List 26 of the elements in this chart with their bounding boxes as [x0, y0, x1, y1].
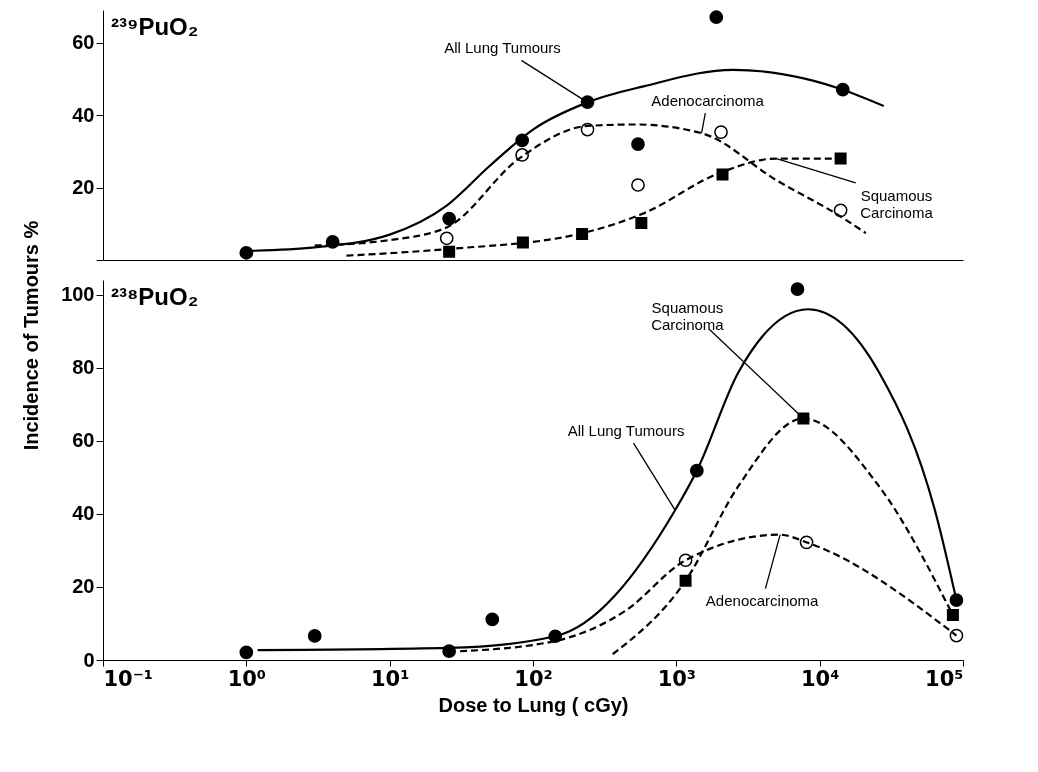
annotation: Squamous Carcinoma [860, 186, 934, 221]
x-tick-label: 10⁴ [800, 666, 840, 691]
y-tick-label: 20 [72, 176, 95, 199]
y-tick-label: 40 [72, 103, 95, 126]
y-tick-label: 60 [72, 429, 95, 452]
y-tick-label: 80 [72, 356, 95, 379]
y-tick-label: 40 [72, 502, 95, 525]
annotation: Adenocarcinoma [651, 92, 765, 110]
x-tick-label: 10¹ [370, 666, 410, 691]
annotation: ²³⁹PuO₂ [111, 13, 199, 40]
x-tick-label: 10⁻¹ [103, 666, 154, 691]
y-tick-label: 0 [83, 648, 95, 671]
x-tick-label: 10² [514, 666, 553, 691]
annotation: Squamous Carcinoma [651, 299, 725, 334]
y-tick-label: 100 [61, 283, 95, 306]
x-axis-title: Dose to Lung ( cGy) [438, 693, 629, 716]
x-tick-label: 10⁰ [227, 666, 267, 691]
x-tick-label: 10³ [657, 666, 697, 691]
annotation: All Lung Tumours [567, 422, 685, 440]
annotation: ²³⁸PuO₂ [111, 283, 199, 310]
annotation: All Lung Tumours [444, 39, 561, 57]
x-tick-label: 10⁵ [925, 666, 964, 691]
y-axis-title: Incidence of Tumours % [19, 220, 42, 451]
annotation: Adenocarcinoma [705, 591, 820, 609]
y-tick-label: 60 [72, 31, 95, 54]
y-tick-label: 20 [72, 575, 95, 598]
